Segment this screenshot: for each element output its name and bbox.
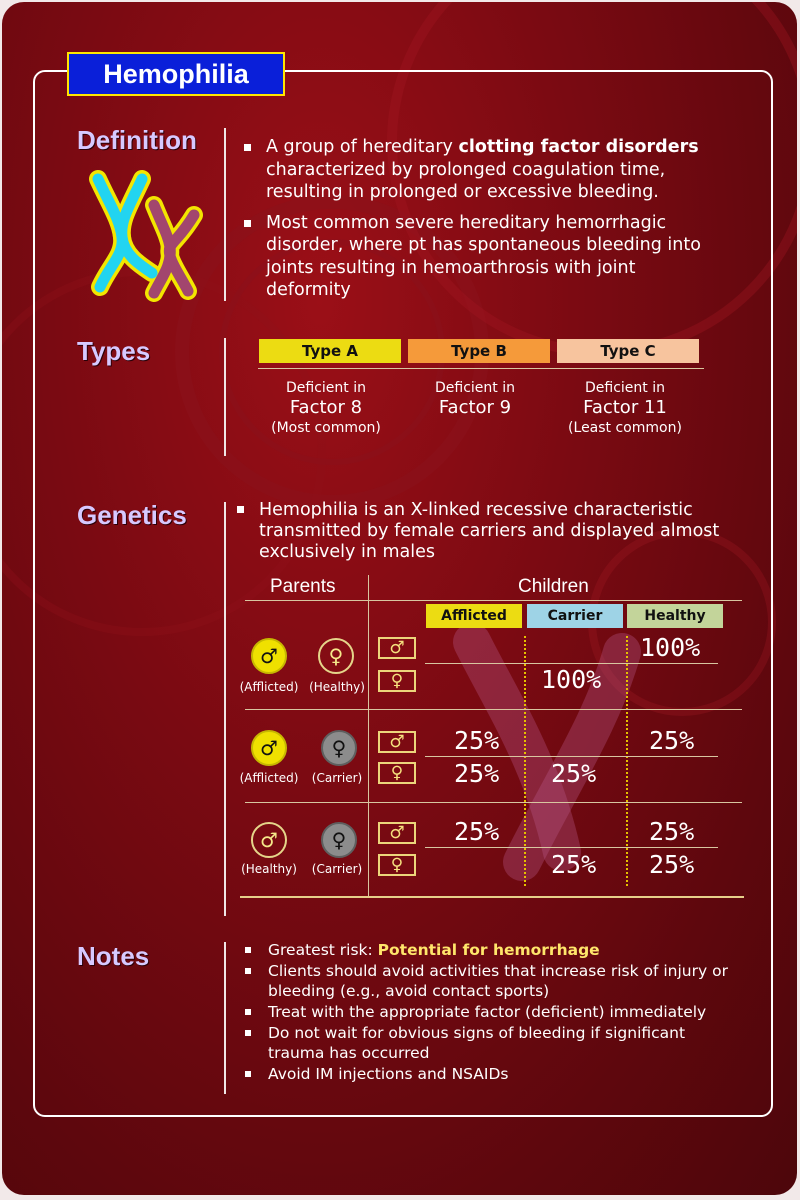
- mother-status-label: (Carrier): [311, 862, 363, 876]
- genetics-table-bottom: [240, 896, 744, 898]
- father-healthy-icon: ♂: [251, 822, 287, 858]
- type-b-label: Type B: [408, 339, 550, 363]
- definition-list: A group of hereditary clotting factor di…: [240, 136, 710, 310]
- note-1: Greatest risk: Potential for hemorrhage: [242, 940, 742, 960]
- types-underline: [258, 368, 704, 369]
- row-3-male-afflicted: 25%: [454, 817, 500, 846]
- mother-status-label: (Carrier): [311, 771, 363, 785]
- father-status-label: (Afflicted): [239, 680, 299, 694]
- row-2-split: [425, 756, 718, 757]
- row-2-female-afflicted: 25%: [454, 759, 500, 788]
- section-title-genetics: Genetics: [77, 500, 187, 530]
- note-2: Clients should avoid activities that inc…: [242, 961, 742, 1001]
- genetics-divider: [224, 502, 226, 916]
- definition-divider: [224, 128, 226, 301]
- female-child-icon: ♀: [378, 854, 416, 876]
- definition-bullet-2: Most common severe hereditary hemorrhagi…: [240, 212, 710, 302]
- column-healthy: Healthy: [627, 604, 723, 628]
- column-separator-1: [524, 636, 526, 886]
- father-status-label: (Afflicted): [239, 771, 299, 785]
- row-1-male-healthy: 100%: [640, 633, 701, 662]
- column-carrier: Carrier: [527, 604, 623, 628]
- note-5: Avoid IM injections and NSAIDs: [242, 1064, 742, 1084]
- note-3: Treat with the appropriate factor (defic…: [242, 1002, 742, 1022]
- type-b-description: Deficient in Factor 9: [435, 380, 515, 418]
- father-afflicted-icon: ♂: [251, 730, 287, 766]
- row-2-male-afflicted: 25%: [454, 726, 500, 755]
- row-2-male-healthy: 25%: [649, 726, 695, 755]
- column-afflicted: Afflicted: [426, 604, 522, 628]
- row-2-female-carrier: 25%: [551, 759, 597, 788]
- page-title: Hemophilia: [67, 52, 285, 96]
- father-status-label: (Healthy): [241, 862, 297, 876]
- children-header: Children: [518, 576, 589, 597]
- mother-carrier-icon: ♀: [321, 822, 357, 858]
- row-3-male-healthy: 25%: [649, 817, 695, 846]
- father-afflicted-icon: ♂: [251, 638, 287, 674]
- column-separator-2: [626, 636, 628, 886]
- section-title-types: Types: [77, 336, 151, 366]
- types-divider: [224, 338, 226, 456]
- notes-list: Greatest risk: Potential for hemorrhage …: [242, 940, 742, 1085]
- male-child-icon: ♂: [378, 822, 416, 844]
- type-a-description: Deficient in Factor 8 (Most common): [271, 380, 381, 436]
- mother-healthy-icon: ♀: [318, 638, 354, 674]
- genetics-bullet: Hemophilia is an X-linked recessive char…: [233, 500, 733, 563]
- genetics-list: Hemophilia is an X-linked recessive char…: [233, 500, 733, 563]
- row-3-split: [425, 847, 718, 848]
- definition-bullet-1: A group of hereditary clotting factor di…: [240, 136, 710, 204]
- female-child-icon: ♀: [378, 762, 416, 784]
- type-c-description: Deficient in Factor 11 (Least common): [568, 380, 682, 436]
- male-child-icon: ♂: [378, 731, 416, 753]
- section-title-definition: Definition: [77, 125, 197, 155]
- row-1-divider: [245, 709, 742, 710]
- male-child-icon: ♂: [378, 637, 416, 659]
- row-3-female-healthy: 25%: [649, 850, 695, 879]
- note-4: Do not wait for obvious signs of bleedin…: [242, 1023, 742, 1063]
- content-panel: [33, 70, 773, 1117]
- parents-header: Parents: [270, 576, 336, 597]
- female-child-icon: ♀: [378, 670, 416, 692]
- row-3-female-carrier: 25%: [551, 850, 597, 879]
- notes-divider: [224, 942, 226, 1094]
- row-1-split: [425, 663, 718, 664]
- row-1-female-carrier: 100%: [541, 665, 602, 694]
- type-c-label: Type C: [557, 339, 699, 363]
- section-title-notes: Notes: [77, 941, 150, 971]
- mother-status-label: (Healthy): [309, 680, 365, 694]
- genetics-header-line: [245, 600, 742, 601]
- mother-carrier-icon: ♀: [321, 730, 357, 766]
- parents-children-divider: [368, 575, 369, 897]
- row-2-divider: [245, 802, 742, 803]
- chromosome-icon: [89, 170, 203, 302]
- type-a-label: Type A: [259, 339, 401, 363]
